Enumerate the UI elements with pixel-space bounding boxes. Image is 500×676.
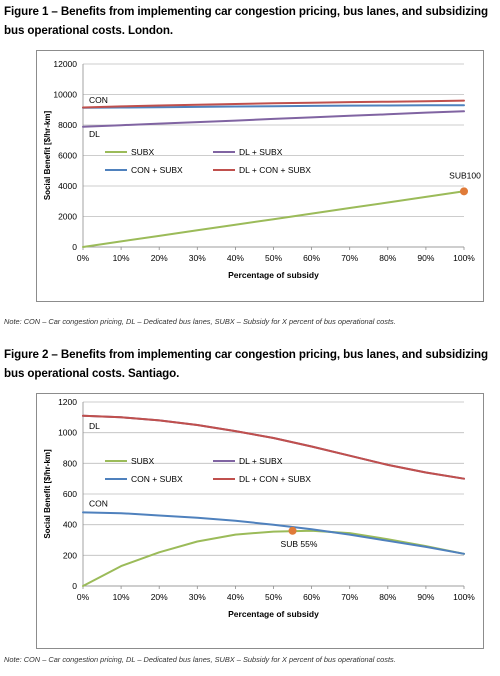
x-tick-label: 40% xyxy=(227,253,244,263)
legend-label: DL + CON + SUBX xyxy=(239,474,311,484)
series-line-con-subx xyxy=(82,511,465,555)
x-tick-label: 40% xyxy=(227,592,244,602)
x-tick-label: 20% xyxy=(151,253,168,263)
y-axis-title: Social Benefit [$/hr-km] xyxy=(43,110,52,200)
y-tick-label: 8000 xyxy=(58,120,77,130)
figure-1-title: Figure 1 – Benefits from implementing ca… xyxy=(4,5,489,37)
series-line-con-subx xyxy=(82,104,465,109)
legend-label: DL + CON + SUBX xyxy=(239,165,311,175)
y-tick-label: 1000 xyxy=(58,428,77,438)
x-tick-label: 90% xyxy=(417,253,434,263)
y-tick-label: 6000 xyxy=(58,151,77,161)
y-tick-label: 0 xyxy=(72,242,77,252)
x-tick-label: 30% xyxy=(189,592,206,602)
x-tick-label: 100% xyxy=(453,253,475,263)
series-line-dl-con-subx xyxy=(82,414,465,480)
legend-label: CON + SUBX xyxy=(131,474,183,484)
annotation-label: DL xyxy=(89,129,100,139)
y-tick-label: 4000 xyxy=(58,181,77,191)
series-line-subx xyxy=(82,190,465,248)
y-tick-label: 800 xyxy=(63,458,77,468)
y-tick-label: 600 xyxy=(63,489,77,499)
y-tick-label: 0 xyxy=(72,581,77,591)
y-tick-label: 10000 xyxy=(53,90,77,100)
legend-label: SUBX xyxy=(131,147,154,157)
x-tick-label: 60% xyxy=(303,592,320,602)
x-tick-label: 0% xyxy=(77,592,90,602)
x-tick-label: 20% xyxy=(151,592,168,602)
annotation-label: CON xyxy=(89,498,108,508)
y-tick-label: 400 xyxy=(63,520,77,530)
y-axis-title: Social Benefit [$/hr-km] xyxy=(43,449,52,539)
annotation-label: SUB100 xyxy=(449,170,481,180)
chart-1-svg: 0 2000 4000 6000 8000 10000 12000 0% 10% 20% 30% 40… xyxy=(43,59,481,280)
x-tick-label: 10% xyxy=(113,253,130,263)
y-tick-label: 200 xyxy=(63,550,77,560)
y-tick-label: 1200 xyxy=(58,397,77,407)
x-tick-label: 70% xyxy=(341,592,358,602)
series-line-dl-con-subx xyxy=(82,99,465,109)
x-tick-label: 60% xyxy=(303,253,320,263)
annotation-label: CON xyxy=(89,95,108,105)
figure-1-note: Note: CON – Car congestion pricing, DL –… xyxy=(4,317,396,326)
legend-label: SUBX xyxy=(131,456,154,466)
x-tick-label: 50% xyxy=(265,253,282,263)
chart-2-frame: 0 200 400 600 800 1000 1200 0% 10% 20% 30% 40% 50% 60… xyxy=(36,393,484,649)
y-tick-label: 2000 xyxy=(58,212,77,222)
highlight-marker xyxy=(288,526,297,535)
x-axis-title: Percentage of subsidy xyxy=(228,270,319,280)
y-tick-label: 12000 xyxy=(53,59,77,69)
x-tick-label: 90% xyxy=(417,592,434,602)
series-line-dl-subx xyxy=(82,110,465,128)
x-tick-label: 80% xyxy=(379,253,396,263)
annotation-label: DL xyxy=(89,421,100,431)
legend-label: CON + SUBX xyxy=(131,165,183,175)
chart-1-frame: 0 2000 4000 6000 8000 10000 12000 0% 10% 20% 30% 40… xyxy=(36,50,484,302)
highlight-marker xyxy=(460,187,468,196)
chart-2-svg: 0 200 400 600 800 1000 1200 0% 10% 20% 30% 40% 50% 60… xyxy=(43,397,475,619)
x-tick-label: 30% xyxy=(189,253,206,263)
figure-2-title: Figure 2 – Benefits from implementing ca… xyxy=(4,348,489,380)
series-line-subx xyxy=(82,529,465,587)
annotation-label: SUB 55% xyxy=(281,539,318,549)
x-tick-label: 100% xyxy=(453,592,475,602)
x-axis-title: Percentage of subsidy xyxy=(228,609,319,619)
x-tick-label: 70% xyxy=(341,253,358,263)
x-tick-label: 0% xyxy=(77,253,90,263)
x-tick-label: 80% xyxy=(379,592,396,602)
legend-label: DL + SUBX xyxy=(239,456,283,466)
figure-2-note: Note: CON – Car congestion pricing, DL –… xyxy=(4,655,396,664)
x-tick-label: 10% xyxy=(113,592,130,602)
legend-label: DL + SUBX xyxy=(239,147,283,157)
x-tick-label: 50% xyxy=(265,592,282,602)
